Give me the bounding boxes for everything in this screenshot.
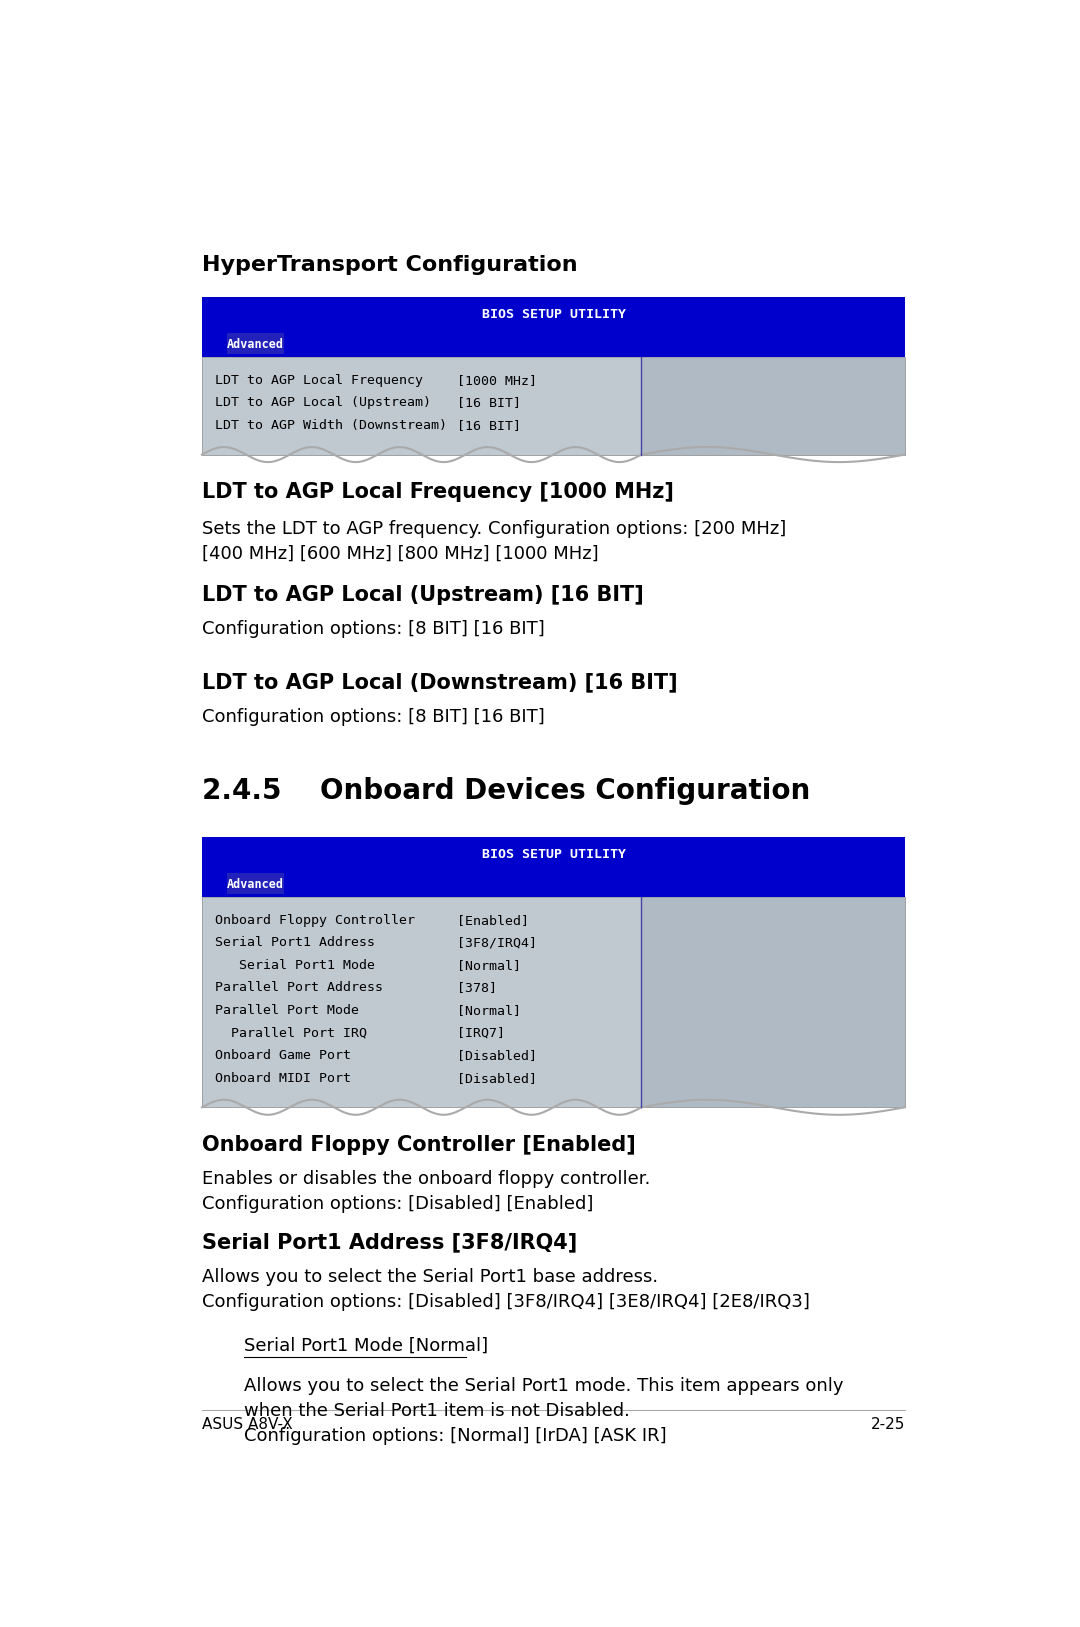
Text: Serial Port1 Address [3F8/IRQ4]: Serial Port1 Address [3F8/IRQ4] xyxy=(202,1233,577,1253)
Text: [3F8/IRQ4]: [3F8/IRQ4] xyxy=(457,937,537,950)
Text: BIOS SETUP UTILITY: BIOS SETUP UTILITY xyxy=(482,848,625,861)
Text: Serial Port1 Address: Serial Port1 Address xyxy=(215,937,375,950)
Text: Advanced: Advanced xyxy=(227,879,284,890)
FancyBboxPatch shape xyxy=(202,872,905,896)
FancyBboxPatch shape xyxy=(227,874,284,895)
Text: Allows you to select the Serial Port1 base address.
Configuration options: [Disa: Allows you to select the Serial Port1 ba… xyxy=(202,1267,810,1311)
FancyBboxPatch shape xyxy=(202,332,905,356)
Text: Onboard MIDI Port: Onboard MIDI Port xyxy=(215,1072,351,1085)
Text: ASUS A8V-X: ASUS A8V-X xyxy=(202,1417,293,1432)
FancyBboxPatch shape xyxy=(202,836,905,872)
Text: Configuration options: [8 BIT] [16 BIT]: Configuration options: [8 BIT] [16 BIT] xyxy=(202,708,544,726)
Text: Onboard Game Port: Onboard Game Port xyxy=(215,1049,351,1062)
Text: LDT to AGP Local (Downstream) [16 BIT]: LDT to AGP Local (Downstream) [16 BIT] xyxy=(202,672,677,693)
Text: BIOS SETUP UTILITY: BIOS SETUP UTILITY xyxy=(482,308,625,321)
Text: LDT to AGP Local (Upstream): LDT to AGP Local (Upstream) xyxy=(215,397,431,410)
Text: Onboard Floppy Controller: Onboard Floppy Controller xyxy=(215,914,415,927)
Text: Parallel Port Mode: Parallel Port Mode xyxy=(215,1004,359,1017)
Text: [Disabled]: [Disabled] xyxy=(457,1072,537,1085)
Text: LDT to AGP Local Frequency: LDT to AGP Local Frequency xyxy=(215,374,422,387)
FancyBboxPatch shape xyxy=(202,296,905,332)
Text: Parallel Port IRQ: Parallel Port IRQ xyxy=(215,1027,366,1040)
Text: LDT to AGP Width (Downstream): LDT to AGP Width (Downstream) xyxy=(215,420,446,433)
Text: LDT to AGP Local Frequency [1000 MHz]: LDT to AGP Local Frequency [1000 MHz] xyxy=(202,482,674,503)
Text: Sets the LDT to AGP frequency. Configuration options: [200 MHz]
[400 MHz] [600 M: Sets the LDT to AGP frequency. Configura… xyxy=(202,519,786,563)
Text: [16 BIT]: [16 BIT] xyxy=(457,420,522,433)
Text: 2.4.5    Onboard Devices Configuration: 2.4.5 Onboard Devices Configuration xyxy=(202,776,810,804)
Text: Configuration options: [8 BIT] [16 BIT]: Configuration options: [8 BIT] [16 BIT] xyxy=(202,620,544,638)
Text: 2-25: 2-25 xyxy=(870,1417,905,1432)
Text: Serial Port1 Mode [Normal]: Serial Port1 Mode [Normal] xyxy=(244,1336,488,1355)
FancyBboxPatch shape xyxy=(202,356,642,454)
Text: Enables or disables the onboard floppy controller.
Configuration options: [Disab: Enables or disables the onboard floppy c… xyxy=(202,1170,650,1212)
Text: [IRQ7]: [IRQ7] xyxy=(457,1027,505,1040)
Text: [Normal]: [Normal] xyxy=(457,1004,522,1017)
Text: [378]: [378] xyxy=(457,981,497,994)
Text: Serial Port1 Mode: Serial Port1 Mode xyxy=(215,958,375,971)
Text: [16 BIT]: [16 BIT] xyxy=(457,397,522,410)
Text: Allows you to select the Serial Port1 mode. This item appears only
when the Seri: Allows you to select the Serial Port1 mo… xyxy=(244,1376,843,1445)
FancyBboxPatch shape xyxy=(227,334,284,355)
FancyBboxPatch shape xyxy=(202,896,642,1108)
Text: Advanced: Advanced xyxy=(227,338,284,351)
FancyBboxPatch shape xyxy=(642,356,905,454)
Text: [1000 MHz]: [1000 MHz] xyxy=(457,374,537,387)
FancyBboxPatch shape xyxy=(642,896,905,1108)
Text: [Normal]: [Normal] xyxy=(457,958,522,971)
Text: [Enabled]: [Enabled] xyxy=(457,914,529,927)
Text: [Disabled]: [Disabled] xyxy=(457,1049,537,1062)
Text: Onboard Floppy Controller [Enabled]: Onboard Floppy Controller [Enabled] xyxy=(202,1136,636,1155)
Text: HyperTransport Configuration: HyperTransport Configuration xyxy=(202,255,578,275)
Text: Parallel Port Address: Parallel Port Address xyxy=(215,981,382,994)
Text: LDT to AGP Local (Upstream) [16 BIT]: LDT to AGP Local (Upstream) [16 BIT] xyxy=(202,584,644,605)
